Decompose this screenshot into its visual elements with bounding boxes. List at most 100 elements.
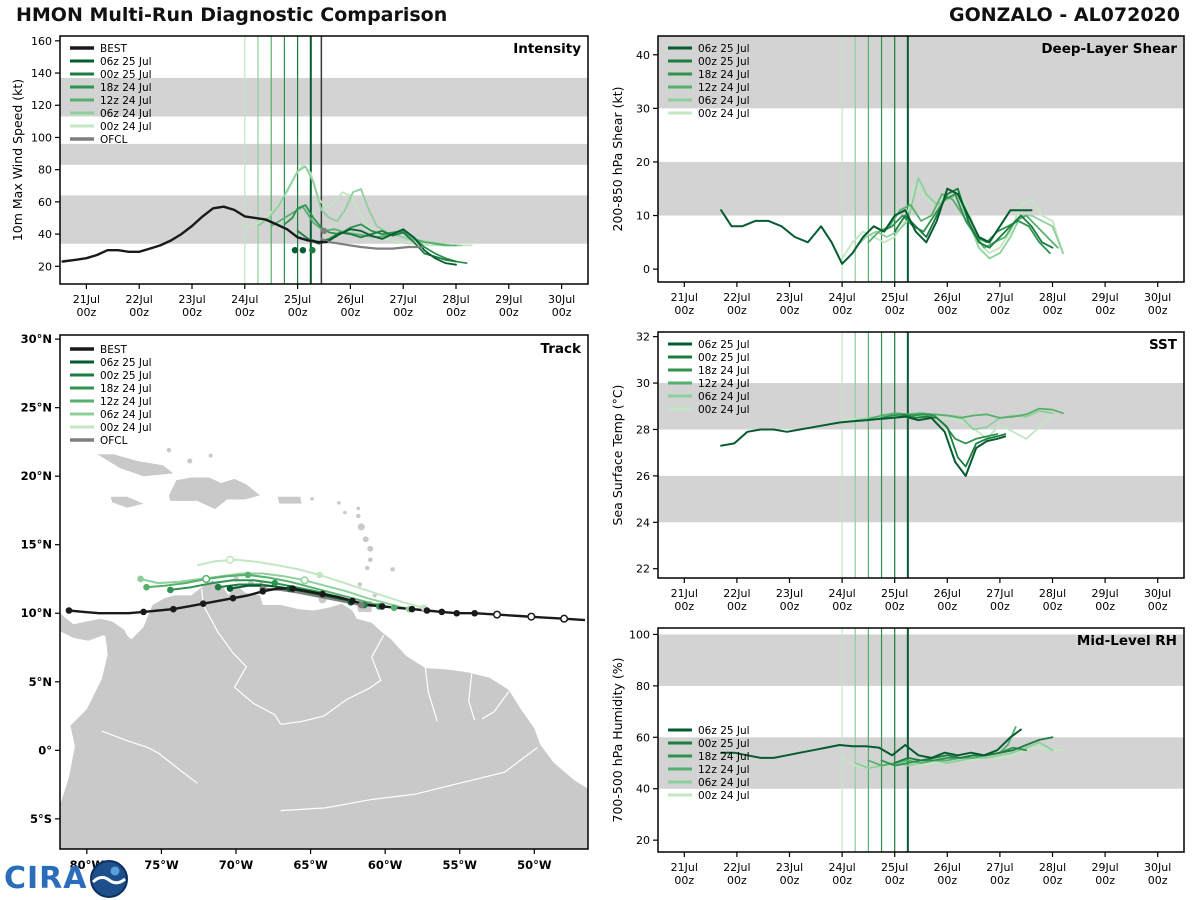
island bbox=[357, 582, 363, 587]
island bbox=[357, 523, 365, 531]
landmass bbox=[110, 496, 144, 508]
x-tick-label: 26Jul bbox=[337, 293, 364, 306]
legend-label: 06z 25 Jul bbox=[698, 43, 750, 55]
x-tick-label: 22Jul bbox=[723, 861, 750, 874]
legend-label: 06z 25 Jul bbox=[100, 56, 152, 68]
x-tick-label: 25Jul bbox=[284, 293, 311, 306]
x-tick-label: 24Jul bbox=[828, 587, 855, 600]
shade-band bbox=[658, 383, 1184, 430]
country-border bbox=[481, 691, 510, 720]
x-tick-sublabel: 00z bbox=[129, 306, 149, 319]
shade-band bbox=[658, 634, 1184, 686]
x-tick-sublabel: 00z bbox=[990, 874, 1010, 887]
track-fix-filled bbox=[229, 594, 237, 602]
x-tick-sublabel: 00z bbox=[832, 600, 852, 613]
island bbox=[362, 536, 369, 543]
y-tick-label: 28 bbox=[636, 423, 650, 436]
track-fix-filled bbox=[438, 608, 446, 616]
y-tick-label: 20 bbox=[38, 260, 52, 273]
y-tick-label: 120 bbox=[31, 99, 52, 112]
x-tick-sublabel: 00z bbox=[885, 874, 905, 887]
x-tick-sublabel: 00z bbox=[937, 304, 957, 317]
track-fix-filled bbox=[453, 609, 461, 617]
x-tick-sublabel: 00z bbox=[235, 306, 255, 319]
series-line-OFCL bbox=[320, 237, 423, 250]
legend-label: 06z 25 Jul bbox=[100, 357, 152, 369]
x-tick-sublabel: 00z bbox=[1148, 600, 1168, 613]
cira-logo: CIRA bbox=[4, 858, 130, 900]
page-title: HMON Multi-Run Diagnostic Comparison bbox=[16, 4, 448, 26]
track-fix-filled bbox=[271, 579, 279, 587]
x-tick-label: 24Jul bbox=[828, 861, 855, 874]
legend-label: 06z 24 Jul bbox=[698, 391, 750, 403]
lon-tick-label: 70°W bbox=[219, 858, 254, 872]
x-tick-label: 25Jul bbox=[881, 861, 908, 874]
plot-border bbox=[657, 331, 1185, 579]
legend-label: 00z 24 Jul bbox=[698, 790, 750, 802]
track-fix-open bbox=[560, 614, 569, 623]
legend-label: BEST bbox=[100, 344, 128, 356]
series-line-18z24 bbox=[283, 204, 468, 264]
island bbox=[187, 458, 193, 464]
x-tick-sublabel: 00z bbox=[182, 306, 202, 319]
x-tick-sublabel: 00z bbox=[780, 304, 800, 317]
series-line-06z25 bbox=[309, 228, 457, 266]
x-tick-sublabel: 00z bbox=[1148, 874, 1168, 887]
rh-chart: 2040608010021Jul00z22Jul00z23Jul00z24Jul… bbox=[610, 627, 1185, 887]
country-border bbox=[201, 588, 282, 725]
legend-label: BEST bbox=[100, 43, 128, 55]
y-tick-label: 100 bbox=[31, 131, 52, 144]
landmass bbox=[60, 580, 588, 849]
panel-title: SST bbox=[1149, 337, 1178, 353]
x-tick-sublabel: 00z bbox=[937, 600, 957, 613]
island bbox=[372, 593, 377, 598]
country-border bbox=[280, 634, 385, 725]
track-fix-filled bbox=[226, 585, 234, 592]
data-dot bbox=[291, 246, 299, 254]
legend-label: 18z 24 Jul bbox=[100, 82, 152, 94]
cira-logo-text: CIRA bbox=[4, 861, 88, 896]
track-fix-filled bbox=[170, 605, 177, 613]
x-tick-label: 21Jul bbox=[671, 587, 698, 600]
x-tick-label: 29Jul bbox=[1091, 291, 1118, 304]
x-tick-sublabel: 00z bbox=[727, 600, 747, 613]
lon-tick-label: 55°W bbox=[443, 858, 478, 872]
x-tick-label: 22Jul bbox=[723, 587, 750, 600]
track-fix-filled bbox=[319, 590, 326, 598]
x-tick-label: 28Jul bbox=[1039, 291, 1066, 304]
x-tick-label: 24Jul bbox=[231, 293, 258, 306]
lat-tick-label: 15°N bbox=[21, 538, 52, 552]
track-fix-open bbox=[225, 555, 235, 564]
island bbox=[367, 545, 374, 552]
series-line-06z25 bbox=[720, 415, 1007, 477]
x-tick-label: 24Jul bbox=[828, 291, 855, 304]
y-tick-label: 40 bbox=[636, 49, 650, 62]
track-line-06z24 bbox=[140, 572, 410, 611]
data-dot bbox=[299, 246, 307, 254]
x-tick-sublabel: 00z bbox=[1043, 874, 1063, 887]
track-fix-filled bbox=[143, 583, 150, 591]
series-line-18z24 bbox=[880, 193, 1051, 254]
x-tick-sublabel: 00z bbox=[674, 874, 694, 887]
track-fix-filled bbox=[289, 585, 296, 592]
shade-band bbox=[658, 36, 1184, 109]
x-tick-sublabel: 00z bbox=[341, 306, 361, 319]
y-tick-label: 20 bbox=[636, 834, 650, 847]
y-tick-label: 160 bbox=[31, 35, 52, 48]
track-panel: 30°N 25°N 20°N 15°N 10°N 5°N 0° 5°S 80°W 75°W 70°W… bbox=[8, 331, 600, 899]
x-tick-sublabel: 00z bbox=[780, 874, 800, 887]
x-tick-label: 28Jul bbox=[442, 293, 469, 306]
x-tick-sublabel: 00z bbox=[674, 304, 694, 317]
x-tick-sublabel: 00z bbox=[990, 600, 1010, 613]
y-axis-label: 700-500 hPa Humidity (%) bbox=[610, 657, 625, 822]
x-tick-label: 23Jul bbox=[776, 291, 803, 304]
country-border bbox=[424, 668, 438, 722]
y-tick-label: 22 bbox=[636, 563, 650, 576]
track-fix-filled bbox=[214, 583, 222, 591]
landmass bbox=[277, 496, 302, 504]
legend-label: 00z 25 Jul bbox=[698, 56, 750, 68]
x-tick-sublabel: 00z bbox=[1095, 304, 1115, 317]
